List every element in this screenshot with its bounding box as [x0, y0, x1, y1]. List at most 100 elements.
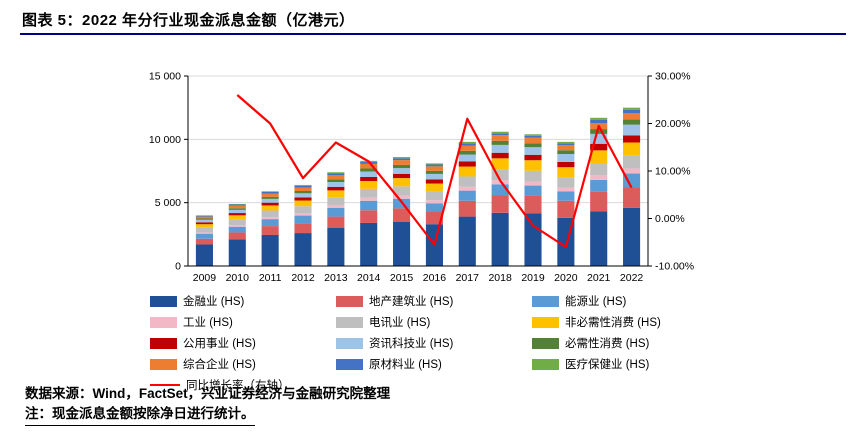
bar-segment: [393, 160, 411, 165]
bar-segment: [294, 213, 312, 216]
legend-item: 同比增长率（右轴）: [150, 377, 710, 393]
legend-item: 综合企业 (HS): [150, 356, 336, 372]
bar-segment: [393, 157, 411, 159]
legend-color-swatch: [336, 316, 363, 328]
legend-label: 必需性消费 (HS): [565, 338, 650, 350]
bar-segment: [590, 129, 608, 134]
legend-label: 综合企业 (HS): [183, 359, 256, 371]
bar-segment: [623, 155, 641, 169]
bar-segment: [393, 221, 411, 266]
bar-segment: [524, 213, 542, 266]
bar-segment: [491, 169, 509, 181]
bar-segment: [195, 218, 213, 220]
bar-segment: [458, 150, 476, 155]
bar-segment: [491, 140, 509, 145]
y-left-tick-label: 15 000: [149, 71, 181, 83]
bar-segment: [195, 215, 213, 217]
bar-segment: [425, 163, 443, 165]
method-note: 注：现金派息金额按除净日进行统计。: [25, 404, 255, 426]
legend-color-swatch: [336, 358, 363, 370]
bar-segment: [360, 163, 378, 169]
legend-item: 公用事业 (HS): [150, 335, 336, 351]
bar-segment: [261, 202, 279, 206]
x-tick-label: 2020: [554, 272, 578, 284]
bar-segment: [360, 200, 378, 211]
bar-segment: [590, 143, 608, 151]
figure-footnotes: 数据来源：Wind，FactSet，兴业证券经济与金融研究院整理 注：现金派息金…: [25, 384, 390, 426]
bar-segment: [195, 224, 213, 228]
legend-label: 能源业 (HS): [565, 296, 627, 308]
bar-segment: [623, 173, 641, 188]
bar-segment: [261, 210, 279, 218]
bar-segment: [590, 191, 608, 212]
x-tick-label: 2009: [193, 272, 217, 284]
legend-item: 原材料业 (HS): [336, 356, 532, 372]
x-tick-label: 2013: [324, 272, 348, 284]
x-tick-label: 2016: [423, 272, 447, 284]
legend-label: 电讯业 (HS): [369, 317, 431, 329]
bar-segment: [195, 244, 213, 266]
bar-segment: [294, 197, 312, 201]
y-right-tick-label: -10.00%: [655, 261, 694, 273]
bar-segment: [228, 204, 246, 206]
bar-segment: [623, 168, 641, 174]
bar-segment: [327, 172, 345, 174]
bar-segment: [360, 176, 378, 182]
bar-segment: [524, 137, 542, 144]
bar-segment: [491, 158, 509, 170]
bar-segment: [294, 193, 312, 198]
bar-segment: [195, 222, 213, 225]
y-right-tick-label: 20.00%: [655, 118, 691, 130]
data-source-note: 数据来源：Wind，FactSet，兴业证券经济与金融研究院整理: [25, 386, 391, 401]
bar-segment: [557, 187, 575, 192]
bar-segment: [261, 191, 279, 192]
bar-segment: [261, 191, 279, 194]
legend-label: 医疗保健业 (HS): [565, 359, 650, 371]
bar-segment: [590, 133, 608, 144]
legend-color-swatch: [532, 295, 559, 307]
bar-segment: [491, 212, 509, 266]
bar-segment: [425, 183, 443, 192]
bar-segment: [393, 195, 411, 199]
bar-segment: [524, 195, 542, 214]
legend-item: 必需性消费 (HS): [532, 335, 710, 351]
bar-segment: [491, 131, 509, 134]
bar-segment: [557, 191, 575, 201]
legend-color-swatch: [336, 295, 363, 307]
bar-segment: [228, 203, 246, 205]
bar-segment: [425, 166, 443, 171]
bar-segment: [590, 175, 608, 180]
bar-segment: [360, 210, 378, 223]
bar-segment: [524, 181, 542, 186]
legend-line-swatch: [150, 384, 180, 386]
legend-item: 地产建筑业 (HS): [336, 293, 532, 309]
bar-segment: [458, 176, 476, 187]
legend-item: 医疗保健业 (HS): [532, 356, 710, 372]
bar-segment: [195, 233, 213, 239]
bar-segment: [195, 215, 213, 216]
bar-segment: [590, 211, 608, 266]
bar-segment: [327, 216, 345, 228]
bar-segment: [557, 150, 575, 155]
bar-segment: [294, 185, 312, 188]
bar-segment: [327, 186, 345, 191]
x-tick-label: 2010: [226, 272, 250, 284]
bar-segment: [458, 200, 476, 217]
bar-segment: [360, 188, 378, 198]
bar-segment: [425, 170, 443, 174]
bar-segment: [491, 195, 509, 213]
x-tick-label: 2017: [456, 272, 480, 284]
bar-segment: [360, 171, 378, 177]
bar-segment: [327, 175, 345, 180]
legend-item: 非必需性消费 (HS): [532, 314, 710, 330]
bar-segment: [458, 143, 476, 146]
bar-segment: [458, 166, 476, 177]
chart-canvas: 2009 2010 2011 2012 2013 2014 2015 2016 2017 2018…: [149, 71, 694, 285]
bar-segment: [195, 238, 213, 245]
legend-color-swatch: [150, 316, 177, 328]
bar-segment: [623, 207, 641, 266]
bar-segment: [590, 119, 608, 123]
bar-segment: [590, 179, 608, 192]
bar-segment: [524, 185, 542, 196]
bar-segment: [458, 145, 476, 151]
